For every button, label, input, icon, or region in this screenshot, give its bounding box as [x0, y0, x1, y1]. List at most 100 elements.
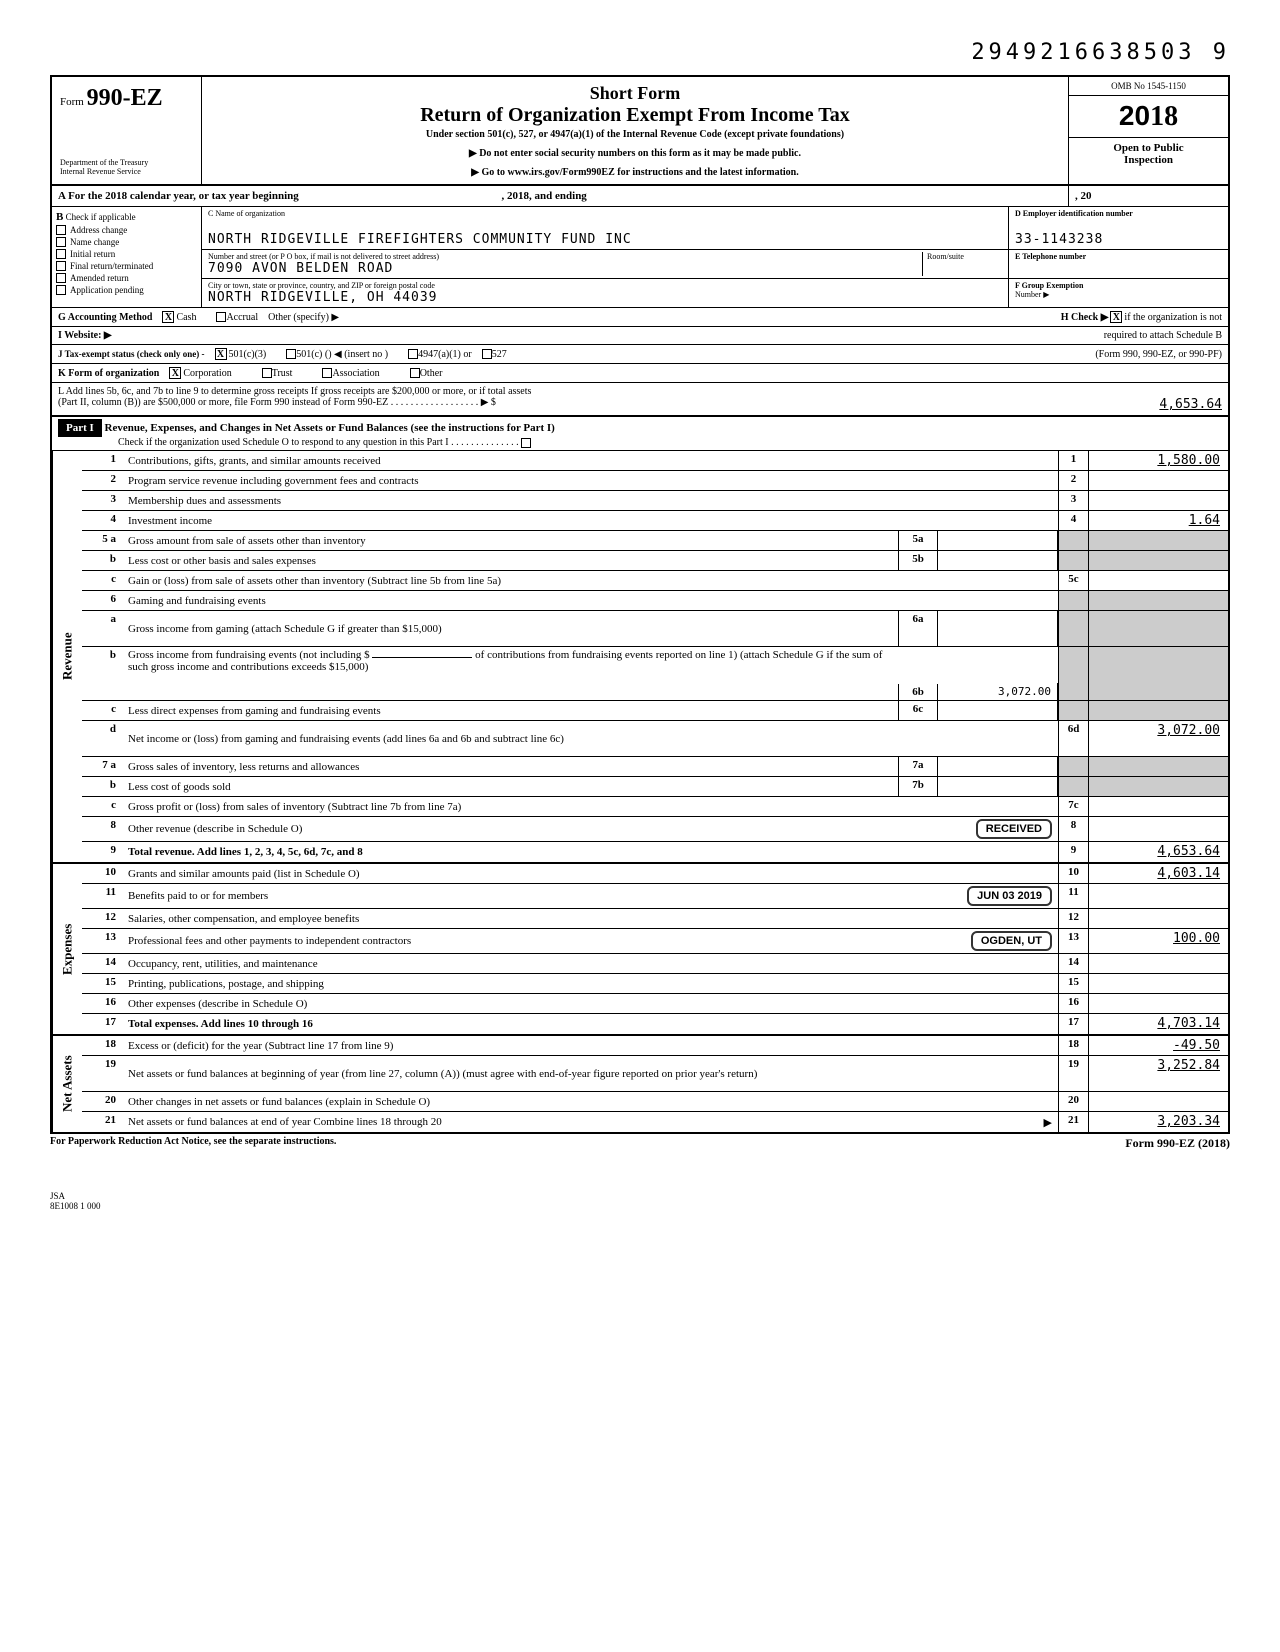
val-19: 3,252.84	[1088, 1056, 1228, 1091]
box-5a: 5a	[898, 531, 938, 550]
rnum-5c: 5c	[1058, 571, 1088, 590]
line-k: K Form of organization X Corporation Tru…	[50, 364, 1230, 383]
ogden-stamp: OGDEN, UT	[971, 931, 1052, 951]
form-title-box: Short Form Return of Organization Exempt…	[202, 77, 1068, 184]
section-a-row: A For the 2018 calendar year, or tax yea…	[50, 186, 1230, 207]
desc-6a: Gross income from gaming (attach Schedul…	[122, 611, 898, 646]
desc-6d: Net income or (loss) from gaming and fun…	[122, 721, 1058, 756]
val-6a	[1088, 611, 1228, 646]
rnum-8: 8	[1058, 817, 1088, 841]
l-value: 4,653.64	[1159, 397, 1222, 412]
part1-sub-text: Check if the organization used Schedule …	[118, 437, 519, 448]
line-5c: c Gain or (loss) from sale of assets oth…	[82, 571, 1228, 591]
num-20: 20	[82, 1092, 122, 1111]
checkbox-sched-o[interactable]	[521, 438, 531, 448]
k-label: K Form of organization	[58, 368, 159, 379]
jsa-footer: JSA 8E1008 1 000	[50, 1191, 1230, 1211]
revenue-side-label: Revenue	[52, 451, 82, 862]
checkbox-icon[interactable]	[56, 225, 66, 235]
checkbox-4947[interactable]	[408, 349, 418, 359]
checkbox-icon[interactable]	[56, 237, 66, 247]
l-text1: L Add lines 5b, 6c, and 7b to line 9 to …	[58, 386, 1222, 397]
val-5b	[1088, 551, 1228, 570]
form990-text: (Form 990, 990-EZ, or 990-PF)	[1095, 349, 1222, 360]
desc-19: Net assets or fund balances at beginning…	[122, 1056, 1058, 1091]
checkbox-icon[interactable]	[56, 273, 66, 283]
chk-initial: Initial return	[56, 249, 197, 259]
desc-21-wrap: Net assets or fund balances at end of ye…	[122, 1112, 1058, 1132]
form-left-box: Form 990-EZ Department of the Treasury I…	[52, 77, 202, 184]
date-stamp: JUN 03 2019	[967, 886, 1052, 906]
desc-9: Total revenue. Add lines 1, 2, 3, 4, 5c,…	[122, 842, 1058, 862]
rnum-17: 17	[1058, 1014, 1088, 1034]
col-d-ein: D Employer identification number 33-1143…	[1008, 207, 1228, 307]
h-label: H Check ▶	[1061, 312, 1109, 323]
rnum-21: 21	[1058, 1112, 1088, 1132]
num-9: 9	[82, 842, 122, 862]
line-1: 1 Contributions, gifts, grants, and simi…	[82, 451, 1228, 471]
checkbox-icon[interactable]	[56, 285, 66, 295]
desc-3: Membership dues and assessments	[122, 491, 1058, 510]
group-number: Number ▶	[1015, 290, 1222, 299]
line-3: 3 Membership dues and assessments 3	[82, 491, 1228, 511]
line-g: G Accounting Method X Cash Accrual Other…	[50, 308, 1230, 327]
val-9: 4,653.64	[1088, 842, 1228, 862]
desc-15: Printing, publications, postage, and shi…	[122, 974, 1058, 993]
num-6: 6	[82, 591, 122, 610]
checkbox-trust[interactable]	[262, 368, 272, 378]
rnum-10: 10	[1058, 864, 1088, 883]
expenses-table: Expenses 10 Grants and similar amounts p…	[50, 864, 1230, 1036]
form-right-box: OMB No 1545-1150 2018 Open to Public Ins…	[1068, 77, 1228, 184]
checkbox-527[interactable]	[482, 349, 492, 359]
checkbox-h[interactable]: X	[1110, 311, 1122, 323]
line-5b: b Less cost or other basis and sales exp…	[82, 551, 1228, 571]
under-section: Under section 501(c), 527, or 4947(a)(1)…	[210, 129, 1060, 140]
checkbox-other[interactable]	[410, 368, 420, 378]
checkbox-assoc[interactable]	[322, 368, 332, 378]
accrual-label: Accrual	[226, 312, 258, 323]
num-18: 18	[82, 1036, 122, 1055]
sched-b-text: required to attach Schedule B	[1104, 330, 1222, 341]
chk-name-label: Name change	[70, 237, 119, 247]
checkbox-icon[interactable]	[56, 261, 66, 271]
rnum-7c: 7c	[1058, 797, 1088, 816]
checkbox-corp[interactable]: X	[169, 367, 181, 379]
desc-4: Investment income	[122, 511, 1058, 530]
line-l: L Add lines 5b, 6c, and 7b to line 9 to …	[50, 383, 1230, 417]
val-7a	[1088, 757, 1228, 776]
val-17: 4,703.14	[1088, 1014, 1228, 1034]
trust-label: Trust	[272, 368, 293, 379]
name-label: C Name of organization	[208, 209, 1002, 218]
form-990ez: 990-EZ	[87, 85, 163, 111]
c-name-row: C Name of organization NORTH RIDGEVILLE …	[202, 207, 1008, 250]
num-4: 4	[82, 511, 122, 530]
desc-16: Other expenses (describe in Schedule O)	[122, 994, 1058, 1013]
rnum-9: 9	[1058, 842, 1088, 862]
val-2	[1088, 471, 1228, 490]
room-label: Room/suite	[927, 252, 1002, 261]
ein-label: D Employer identification number	[1015, 209, 1222, 218]
box-7a: 7a	[898, 757, 938, 776]
num-6a: a	[82, 611, 122, 646]
expenses-side-label: Expenses	[52, 864, 82, 1034]
checkbox-501c[interactable]	[286, 349, 296, 359]
desc-10: Grants and similar amounts paid (list in…	[128, 868, 360, 880]
chk-pending-label: Application pending	[70, 285, 144, 295]
checkbox-501c3[interactable]: X	[215, 348, 227, 360]
line-8: 8 Other revenue (describe in Schedule O)…	[82, 817, 1228, 842]
city-value: NORTH RIDGEVILLE, OH 44039	[208, 290, 1002, 305]
g-label: G Accounting Method	[58, 312, 152, 323]
revenue-table: Revenue 1 Contributions, gifts, grants, …	[50, 451, 1230, 864]
checkbox-icon[interactable]	[56, 249, 66, 259]
checkbox-accrual[interactable]	[216, 312, 226, 322]
val-16	[1088, 994, 1228, 1013]
rnum-2: 2	[1058, 471, 1088, 490]
val-13: 100.00	[1088, 929, 1228, 953]
desc-12: Salaries, other compensation, and employ…	[122, 909, 1058, 928]
checkbox-cash[interactable]: X	[162, 311, 174, 323]
num-5c: c	[82, 571, 122, 590]
c-street-row: Number and street (or P O box, if mail i…	[202, 250, 1008, 279]
line-15: 15 Printing, publications, postage, and …	[82, 974, 1228, 994]
part1-header-row: Part I Revenue, Expenses, and Changes in…	[50, 417, 1230, 451]
num-15: 15	[82, 974, 122, 993]
